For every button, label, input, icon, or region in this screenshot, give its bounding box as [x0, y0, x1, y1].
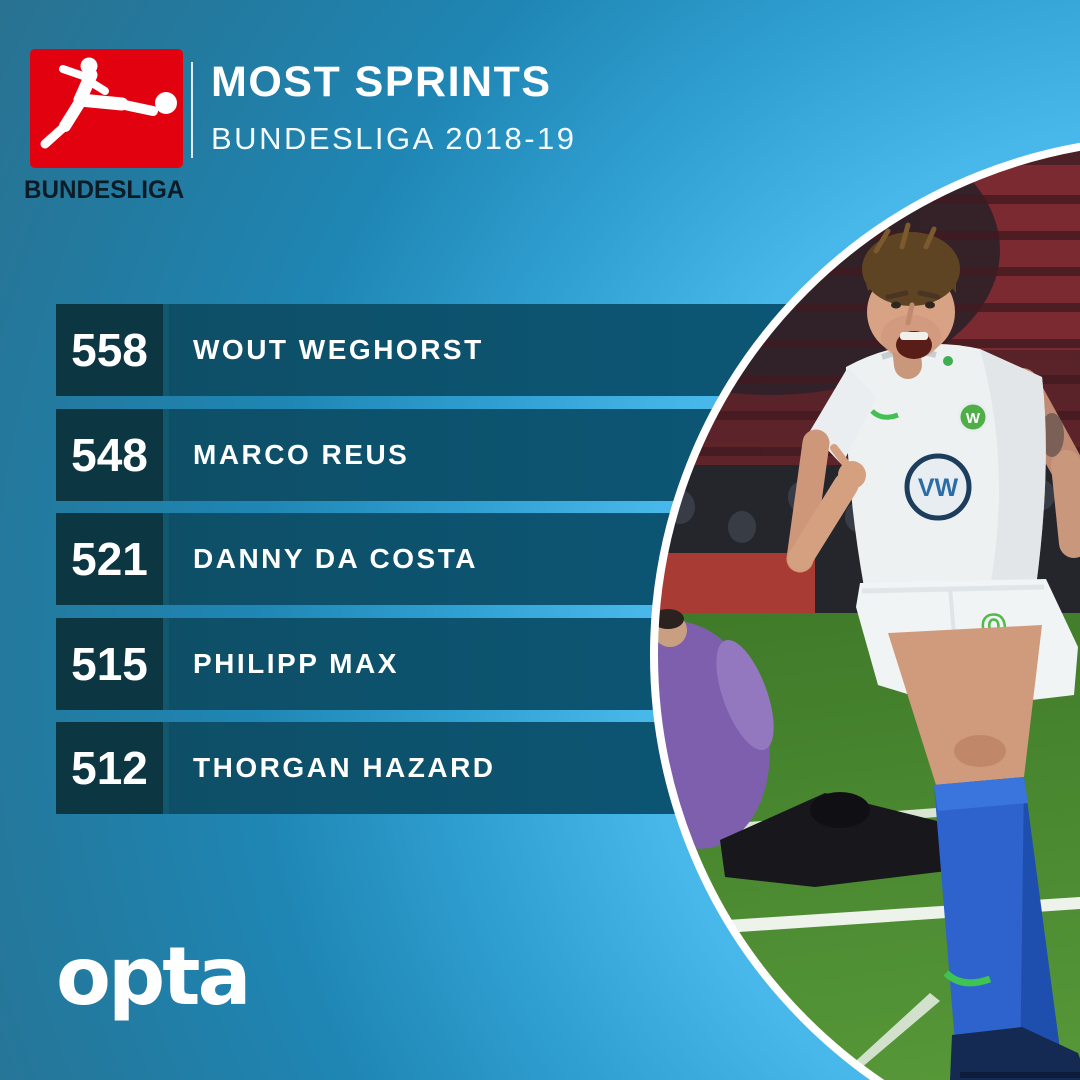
bundesliga-player-icon — [40, 57, 177, 149]
row-seam — [163, 409, 169, 501]
row-seam — [163, 513, 169, 605]
row-seam — [163, 618, 169, 710]
sprint-count: 558 — [56, 304, 163, 396]
wolfsburg-badge: W — [966, 410, 981, 427]
vw-badge-letters: VW — [918, 474, 959, 502]
opta-logo: opta — [56, 930, 251, 1023]
sprint-count: 548 — [56, 409, 163, 501]
sprint-count: 515 — [56, 618, 163, 710]
sprint-count: 512 — [56, 722, 163, 814]
page-title: MOST SPRINTS — [211, 58, 552, 106]
vw-badge — [904, 453, 972, 521]
sprint-count: 521 — [56, 513, 163, 605]
row-seam — [163, 722, 169, 814]
player-photo-illustration: W VW 9 — [650, 139, 1080, 1080]
header-divider — [191, 62, 193, 158]
photo-ring — [650, 142, 1080, 1080]
row-seam — [163, 304, 169, 396]
player-photo: W VW 9 — [650, 135, 1080, 1080]
bundesliga-logo — [30, 49, 183, 168]
page-subtitle: BUNDESLIGA 2018-19 — [211, 121, 577, 156]
bundesliga-wordmark: BUNDESLIGA — [24, 176, 185, 204]
